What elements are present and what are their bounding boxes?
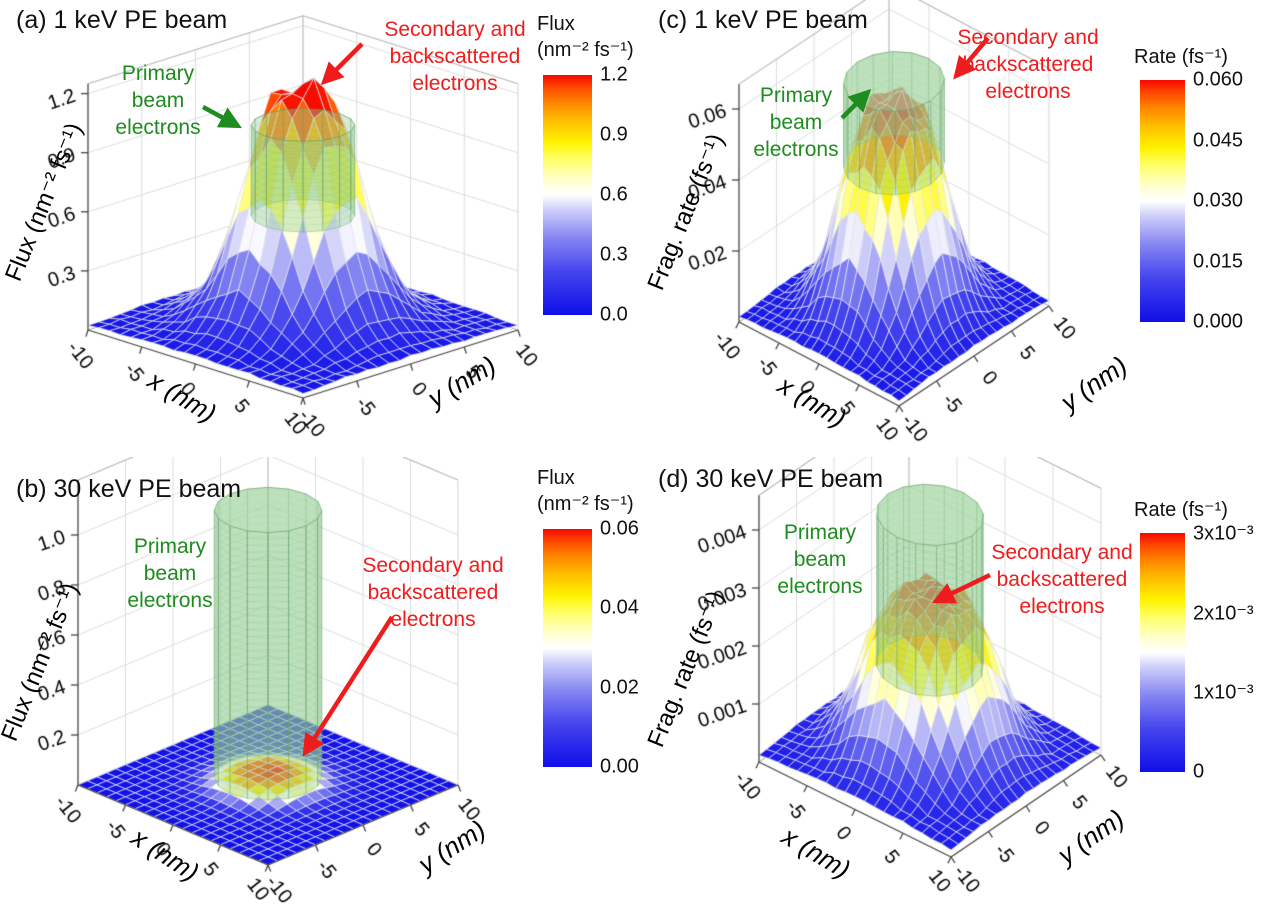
annotation-line: backscattered — [996, 568, 1128, 591]
colorbar-tick-label: 0.04 — [600, 596, 639, 619]
annotation-line: beam — [143, 562, 197, 585]
annotation-line: electrons — [412, 72, 498, 95]
colorbar-tick-label: 0.9 — [600, 123, 628, 146]
annotation-line: backscattered — [389, 45, 521, 68]
colorbar-title-line: (nm⁻² fs⁻¹) — [537, 493, 634, 515]
colorbar-tick-label: 0.060 — [1193, 68, 1244, 91]
annotation-line: beam — [793, 548, 847, 571]
colorbar-tick-label: 1x10⁻³ — [1193, 681, 1254, 704]
colorbar-tick-label: 0.02 — [600, 676, 639, 699]
annotation-secondary-backscattered-electrons: Secondary and backscattered electrons — [343, 552, 523, 633]
annotation-line: electrons — [1019, 595, 1105, 618]
annotation-secondary-backscattered-electrons: Secondary and backscattered electrons — [972, 539, 1152, 620]
colorbar-tick-label: 3x10⁻³ — [1193, 522, 1254, 545]
colorbar-tick-label: 0 — [1193, 760, 1205, 783]
colorbar-gradient — [1140, 533, 1185, 772]
annotation-line: Secondary and — [362, 554, 504, 577]
annotation-line: Secondary and — [991, 541, 1133, 564]
annotation-line: Secondary and — [384, 18, 526, 41]
annotation-line: backscattered — [367, 581, 499, 604]
panel-d: (d) 30 keV PE beam Frag. rate (fs⁻¹) x (… — [642, 457, 1288, 914]
annotation-line: beam — [769, 111, 823, 134]
colorbar-tick-label: 0.06 — [600, 517, 639, 540]
colorbar-tick-label: 0.3 — [600, 243, 628, 266]
colorbar-tick-label: 0.6 — [600, 183, 628, 206]
colorbar-title-line: Rate (fs⁻¹) — [1134, 499, 1228, 521]
colorbar-gradient — [543, 75, 592, 315]
panel-title: (a) 1 keV PE beam — [16, 6, 228, 34]
annotation-line: electrons — [777, 575, 863, 598]
annotation-secondary-backscattered-electrons: Secondary and backscattered electrons — [365, 16, 545, 97]
annotation-line: Primary — [759, 84, 833, 107]
colorbar-title: Rate (fs⁻¹) — [1134, 44, 1228, 70]
panel-c: (c) 1 keV PE beam Frag. rate (fs⁻¹) x (n… — [642, 0, 1288, 457]
colorbar-tick-label: 0.00 — [600, 755, 639, 778]
annotation-line: electrons — [985, 80, 1071, 103]
colorbar-gradient — [1140, 80, 1185, 322]
colorbar-tick-label: 0.0 — [600, 303, 628, 326]
annotation-line: backscattered — [962, 53, 1094, 76]
colorbar-title: Flux (nm⁻² fs⁻¹) — [537, 465, 634, 517]
annotation-primary-beam-electrons: Primary beam electrons — [95, 533, 245, 614]
panel-title: (c) 1 keV PE beam — [658, 6, 868, 34]
colorbar-title-line: Rate (fs⁻¹) — [1134, 46, 1228, 68]
annotation-line: Primary — [121, 62, 195, 85]
colorbar-gradient — [543, 529, 592, 767]
colorbar-title-line: (nm⁻² fs⁻¹) — [537, 39, 634, 61]
colorbar-tick-label: 0.030 — [1193, 189, 1244, 212]
colorbar-title: Rate (fs⁻¹) — [1134, 497, 1228, 523]
annotation-secondary-backscattered-electrons: Secondary and backscattered electrons — [938, 24, 1118, 105]
panel-a: (a) 1 keV PE beam Flux (nm⁻² fs⁻¹) x (nm… — [0, 0, 644, 457]
annotation-line: electrons — [390, 608, 476, 631]
annotation-primary-beam-electrons: Primary beam electrons — [721, 82, 871, 163]
panel-title: (b) 30 keV PE beam — [16, 475, 242, 503]
annotation-primary-beam-electrons: Primary beam electrons — [745, 519, 895, 600]
colorbar-tick-label: 0.045 — [1193, 129, 1244, 151]
annotation-line: Primary — [783, 521, 857, 544]
colorbar-tick-label: 0.000 — [1193, 310, 1244, 333]
colorbar-tick-label: 1.2 — [600, 63, 628, 86]
annotation-line: Primary — [133, 535, 207, 558]
annotation-line: beam — [131, 89, 185, 112]
panel-b: (b) 30 keV PE beam Flux (nm⁻² fs⁻¹) x (n… — [0, 457, 644, 914]
panel-title: (d) 30 keV PE beam — [658, 465, 884, 493]
annotation-line: electrons — [753, 138, 839, 161]
annotation-line: electrons — [127, 589, 213, 612]
colorbar-title-line: Flux — [537, 467, 575, 489]
annotation-line: electrons — [115, 116, 201, 139]
colorbar-title: Flux (nm⁻² fs⁻¹) — [537, 11, 634, 63]
colorbar-tick-label: 2x10⁻³ — [1193, 602, 1254, 625]
colorbar-tick-label: 0.015 — [1193, 250, 1244, 272]
annotation-line: Secondary and — [957, 26, 1099, 49]
surface-plot-canvas-d — [644, 457, 1288, 914]
colorbar-title-line: Flux — [537, 13, 575, 35]
annotation-primary-beam-electrons: Primary beam electrons — [83, 60, 233, 141]
